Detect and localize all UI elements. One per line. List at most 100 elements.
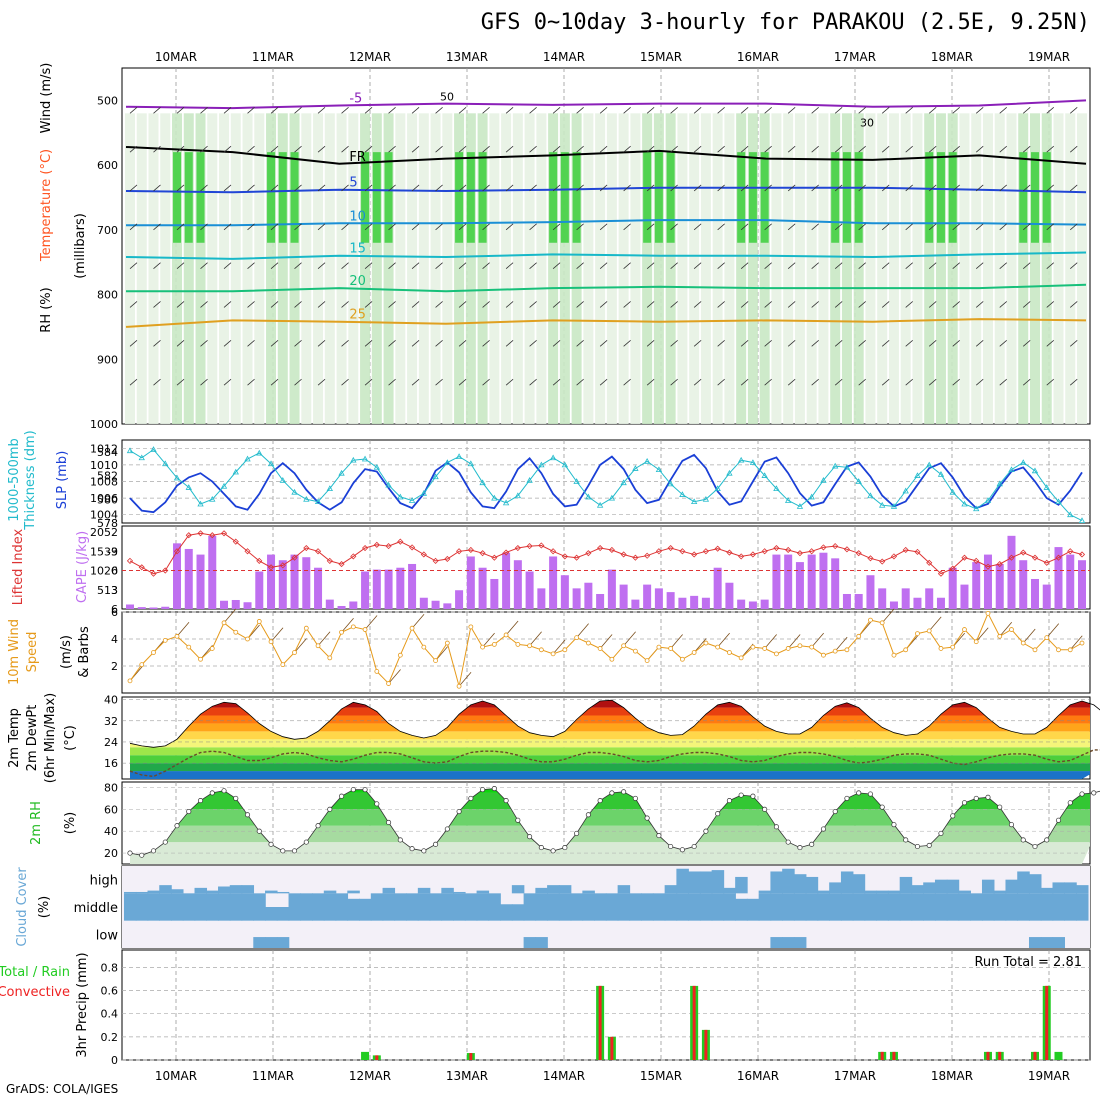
wind-barb — [505, 378, 514, 386]
rh-point — [585, 812, 591, 818]
cloud-bar — [547, 885, 560, 894]
wind-barb — [129, 340, 138, 347]
rh-point — [186, 808, 192, 815]
wind-barb — [529, 262, 537, 269]
wind-barb — [223, 107, 232, 114]
wind10m-barb — [1022, 628, 1036, 644]
wind-barb — [834, 184, 843, 192]
rh-point — [315, 823, 321, 829]
wind-barb — [435, 301, 443, 308]
rh-shading-high — [842, 152, 851, 243]
lifted-index-point — [326, 557, 333, 564]
rh-point — [832, 808, 838, 815]
wind-barb — [176, 107, 185, 114]
wind10m-point — [868, 617, 873, 623]
wind-barb — [928, 378, 937, 386]
wind10m-point — [915, 631, 920, 636]
cloud-bar — [453, 893, 466, 921]
cloud-bar — [582, 890, 595, 894]
wind-barb — [552, 107, 561, 114]
wind-barb — [693, 340, 702, 347]
wind-barb — [552, 378, 561, 386]
rh-shading — [677, 113, 688, 425]
thickness-point — [561, 461, 569, 468]
wind10m-point — [574, 635, 580, 641]
cloud-bar — [887, 893, 901, 921]
thickness-point — [420, 490, 428, 496]
rh-shading-high — [936, 152, 945, 243]
wind-barb — [881, 340, 890, 347]
wind-barb — [1069, 145, 1078, 153]
wind-barb — [623, 378, 631, 386]
precip-tick: 0.2 — [101, 1031, 119, 1044]
lifted-index-point — [185, 532, 192, 539]
cloud-bar — [1017, 893, 1030, 921]
cloud-bar — [958, 890, 971, 894]
rh-shading — [747, 113, 758, 425]
cloud-bar — [688, 893, 701, 921]
wind10m-point — [774, 651, 779, 657]
thickness-point — [761, 472, 768, 478]
wind10m-point — [198, 656, 203, 662]
wind-barb — [129, 145, 138, 153]
thickness-point — [408, 497, 416, 503]
lifted-index-point — [902, 546, 909, 554]
wind-barb — [811, 145, 819, 153]
thickness-point — [350, 456, 357, 463]
wind10m-point — [386, 681, 391, 686]
total-rain-bar — [1054, 1051, 1063, 1060]
rh-point — [621, 789, 627, 795]
lifted-index-point — [197, 530, 204, 537]
thickness-point — [843, 463, 851, 470]
wind10m-point — [221, 620, 227, 626]
wind-barb — [1069, 184, 1078, 192]
cloud-bar — [476, 890, 490, 894]
lifted-index-point — [291, 554, 298, 561]
temperature-band — [130, 731, 1090, 740]
wind-barb — [999, 184, 1007, 192]
cape-bar — [936, 597, 945, 609]
wind10m-point — [350, 624, 356, 630]
isotherm-label: -5 — [349, 92, 362, 107]
lifted-index-point — [279, 562, 286, 569]
wind-barb — [764, 107, 772, 114]
cape-bar — [196, 554, 205, 609]
wind-barb — [834, 301, 843, 308]
wind-barb — [458, 184, 467, 192]
cape-bar — [819, 552, 828, 609]
wind-barb — [505, 107, 514, 114]
cape-bar — [549, 556, 558, 609]
cloud-bar — [711, 870, 725, 894]
wind-barb — [623, 107, 631, 114]
wind10m-point — [503, 632, 509, 638]
cape-bar — [537, 588, 546, 609]
wind-barb — [529, 107, 537, 114]
wind-barb — [1022, 378, 1031, 386]
axis-label: 10m Wind — [7, 619, 22, 685]
slp-tick: 1012 — [90, 442, 118, 455]
thickness-point — [338, 469, 345, 476]
cloud-bar — [1040, 937, 1054, 948]
cape-tick: 2052 — [90, 526, 118, 539]
cloud-bar — [206, 893, 219, 921]
rh-point — [750, 793, 756, 799]
axis-label: RH (%) — [39, 287, 54, 332]
cape-bar — [619, 584, 628, 609]
thickness-point — [467, 460, 475, 467]
rh-shading-high — [666, 152, 675, 243]
cloud-bar — [923, 893, 936, 921]
rh-point — [562, 845, 568, 851]
wind-barb — [975, 184, 984, 192]
rh-point — [867, 791, 873, 797]
cloud-level-label: low — [96, 928, 119, 943]
wind-barb — [435, 184, 443, 192]
rh-shading — [348, 113, 359, 425]
thickness-point — [244, 455, 251, 462]
wind-barb — [411, 145, 420, 153]
rh-point — [1079, 791, 1085, 797]
wind10m-barb — [693, 638, 707, 653]
wind-barb — [811, 223, 819, 231]
cloud-bar — [194, 893, 208, 921]
cape-bar — [231, 599, 240, 609]
